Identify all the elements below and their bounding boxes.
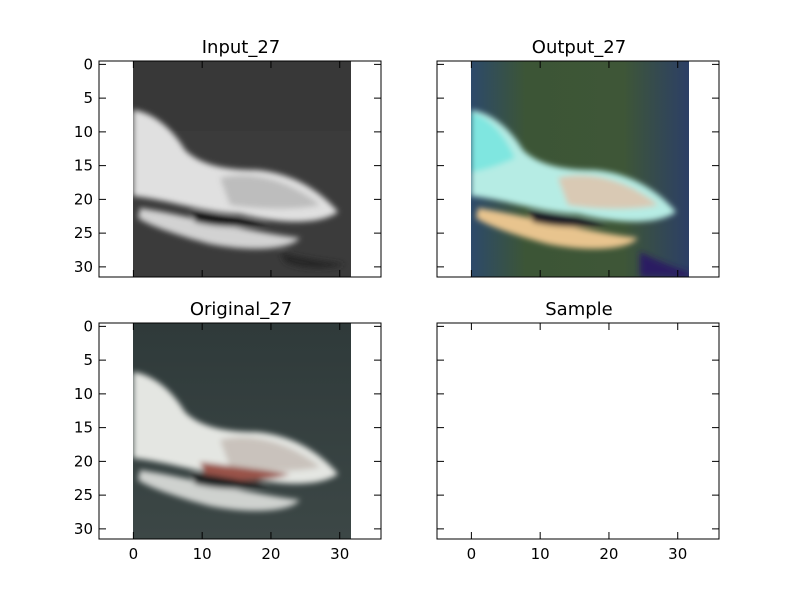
y-tick-label: 10: [74, 123, 93, 141]
y-tick-label: 0: [83, 317, 93, 335]
x-tick-label: 20: [261, 545, 280, 563]
panel-original: Original_27 0 5 10 15 20 25 30 0 10 20 30: [74, 299, 382, 563]
x-tick-label: 30: [330, 545, 349, 563]
y-tick-label: 5: [83, 89, 93, 107]
y-tick-label: 15: [74, 157, 93, 175]
axes-frame: [436, 60, 720, 278]
y-axis: 0 5 10 15 20 25 30: [74, 55, 381, 276]
x-tick-label: 0: [467, 545, 477, 563]
panel-title: Sample: [545, 299, 613, 320]
y-tick-label: 25: [74, 486, 93, 504]
y-tick-label: 15: [74, 419, 93, 437]
y-tick-label: 30: [74, 258, 93, 276]
y-tick-label: 10: [74, 385, 93, 403]
panel-input: Input_27 0 5 10 15 20 25 30: [74, 37, 382, 278]
y-tick-label: 30: [74, 520, 93, 538]
y-tick-label: 25: [74, 224, 93, 242]
y-axis: [437, 325, 719, 530]
image-original: [133, 323, 351, 539]
axes-frame: [436, 322, 720, 540]
panel-title: Output_27: [532, 37, 626, 58]
x-axis: 0 10 20 30: [467, 323, 687, 563]
y-tick-label: 5: [83, 351, 93, 369]
x-axis: 0 10 20 30: [129, 323, 349, 563]
x-axis: [470, 61, 679, 277]
x-tick-label: 10: [193, 545, 212, 563]
x-tick-label: 0: [129, 545, 139, 563]
x-tick-label: 20: [599, 545, 618, 563]
image-output: [471, 61, 689, 277]
axes-frame: [98, 322, 382, 540]
x-axis: [132, 61, 341, 277]
x-tick-label: 30: [668, 545, 687, 563]
panel-title: Original_27: [190, 299, 292, 320]
y-axis: [437, 63, 719, 268]
panel-sample: Sample 0 10 20 30: [436, 299, 720, 563]
panel-output: Output_27: [436, 37, 720, 278]
axes-frame: [98, 60, 382, 278]
panel-title: Input_27: [202, 37, 281, 58]
y-axis: 0 5 10 15 20 25 30: [74, 317, 381, 538]
y-tick-label: 0: [83, 55, 93, 73]
x-tick-label: 10: [531, 545, 550, 563]
y-tick-label: 20: [74, 190, 93, 208]
image-input: [133, 61, 351, 277]
y-tick-label: 20: [74, 452, 93, 470]
